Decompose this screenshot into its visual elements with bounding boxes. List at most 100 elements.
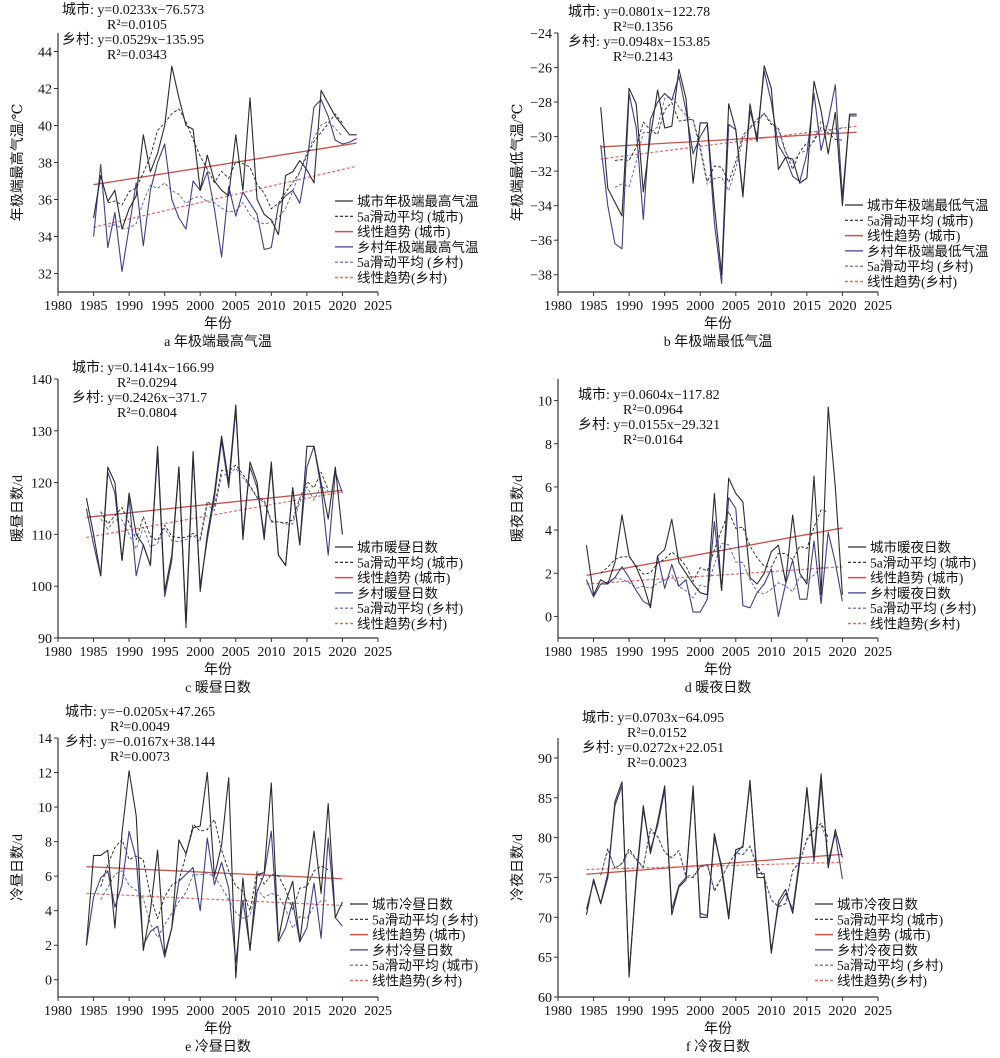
y-tick-label: 42 — [38, 83, 52, 98]
legend-label: 乡村暖昼日数 — [357, 586, 438, 601]
legend-label: 5a滑动平均 (城市) — [837, 911, 943, 927]
r-squared: R²=0.0152 — [627, 726, 687, 741]
series-rural-trend — [86, 892, 343, 907]
series-urban-moving-average — [600, 822, 829, 908]
y-tick-label: 32 — [38, 268, 52, 283]
x-tick-label: 1995 — [151, 645, 179, 660]
panel-caption: c 暖昼日数 — [185, 680, 251, 696]
y-tick-label: 80 — [538, 832, 552, 847]
legend-label: 5a滑动平均 (乡村) — [870, 601, 976, 616]
x-tick-label: 2000 — [686, 645, 714, 660]
legend-label: 乡村年极端最低气温 — [867, 244, 989, 259]
x-tick-label: 1990 — [615, 299, 643, 314]
y-tick-label: −34 — [530, 200, 552, 215]
y-tick-label: 2 — [545, 567, 552, 582]
legend-label: 5a滑动平均 (乡村) — [372, 912, 478, 927]
r-squared: R²=0.0294 — [117, 376, 177, 391]
x-tick-label: 1985 — [80, 645, 108, 660]
equation-label: 乡村: — [568, 34, 600, 50]
x-tick-label: 2005 — [222, 299, 250, 314]
equation-label: 乡村: — [65, 734, 97, 750]
series-rural-trend — [93, 165, 357, 228]
y-tick-label: 8 — [45, 836, 52, 851]
chart-svg: 1980 1985 1990 1995 2000 2005 2010 2015 2020 2025… — [10, 359, 463, 696]
series-rural-trend — [600, 125, 857, 160]
r-squared: R²=0.0804 — [117, 406, 177, 421]
r-squared: R²=0.0964 — [623, 403, 683, 418]
x-tick-label: 2005 — [722, 299, 750, 314]
r-squared: R²=0.0164 — [623, 433, 683, 448]
x-tick-label: 1980 — [544, 299, 572, 314]
x-tick-label: 1990 — [615, 1004, 643, 1019]
legend-label: 5a滑动平均 (城市) — [870, 554, 976, 570]
equation-label: 乡村: — [62, 32, 94, 48]
x-tick-label: 2015 — [793, 645, 821, 660]
y-tick-label: 100 — [31, 580, 52, 595]
series-urban-trend — [600, 131, 857, 148]
series-urban-moving-average — [100, 464, 329, 542]
series-urban-trend — [586, 527, 843, 577]
y-tick-label: −36 — [530, 234, 552, 249]
x-tick-label: 2020 — [828, 1004, 856, 1019]
legend-label: 线性趋势 (城市) — [870, 570, 963, 586]
y-tick-label: 2 — [45, 939, 52, 954]
legend-label: 乡村年极端最高气温 — [357, 239, 479, 255]
x-tick-label: 2025 — [864, 1004, 892, 1019]
x-tick-label: 2020 — [828, 645, 856, 660]
x-tick-label: 2025 — [364, 645, 392, 660]
equation-formula: y=0.0233x−76.573 — [94, 3, 204, 18]
equation-formula: y=0.0703x−64.095 — [614, 711, 724, 726]
x-tick-label: 2005 — [222, 645, 250, 660]
y-tick-label: 6 — [545, 481, 552, 496]
x-tick-label: 1985 — [80, 1004, 108, 1019]
x-tick-label: 1995 — [651, 299, 679, 314]
y-axis-label: 冷夜日数/d — [510, 834, 526, 901]
y-tick-label: −28 — [530, 96, 552, 111]
x-tick-label: 1990 — [615, 645, 643, 660]
regression-equation: 城市: y=0.0604x−117.82 — [578, 386, 720, 403]
r-squared: R²=0.0023 — [627, 756, 687, 771]
x-tick-label: 1990 — [115, 299, 143, 314]
legend-label: 5a滑动平均 (城市) — [357, 554, 463, 570]
y-tick-label: 110 — [32, 528, 52, 543]
y-tick-label: 44 — [38, 46, 52, 61]
x-tick-label: 2015 — [793, 299, 821, 314]
x-axis-label: 年份 — [204, 316, 232, 332]
series-rural-trend — [586, 566, 843, 585]
r-squared: R²=0.0343 — [107, 48, 167, 63]
legend-label: 城市冷昼日数 — [372, 896, 453, 912]
series-rural-line — [85, 830, 343, 964]
y-axis-label: 年极端最高气温/℃ — [9, 104, 26, 222]
regression-equation: 乡村: y=0.0272x+22.051 — [582, 740, 724, 756]
chart-panel-d: 1980 1985 1990 1995 2000 2005 2010 2015 2020 2025… — [500, 355, 1000, 708]
x-axis-label: 年份 — [204, 1021, 232, 1037]
y-tick-label: 10 — [38, 801, 52, 816]
panel-caption: b 年极端最低气温 — [664, 334, 773, 350]
equation-formula: y=0.0272x+22.051 — [614, 741, 724, 756]
x-tick-label: 1980 — [544, 645, 572, 660]
x-tick-label: 2025 — [864, 645, 892, 660]
r-squared: R²=0.0049 — [110, 720, 170, 735]
y-tick-label: 0 — [45, 974, 52, 989]
regression-equation: 乡村: y=0.2426x−371.7 — [72, 390, 207, 406]
regression-equation: 城市: y=0.0233x−76.573 — [62, 1, 204, 18]
chart-panel-e: 1980 1985 1990 1995 2000 2005 2010 2015 2020 2025… — [0, 703, 500, 1058]
x-tick-label: 2005 — [722, 645, 750, 660]
x-tick-label: 1980 — [544, 1004, 572, 1019]
x-tick-label: 2015 — [793, 1004, 821, 1019]
y-tick-label: 4 — [545, 524, 552, 539]
legend-label: 乡村冷昼日数 — [372, 943, 453, 958]
series-urban-line — [600, 65, 857, 276]
y-tick-label: 14 — [38, 732, 52, 747]
y-tick-label: 4 — [45, 905, 52, 920]
x-tick-label: 2015 — [293, 645, 321, 660]
equation-label: 乡村: — [582, 740, 614, 756]
y-tick-label: 90 — [538, 752, 552, 767]
x-tick-label: 2025 — [864, 299, 892, 314]
y-tick-label: −24 — [530, 27, 552, 42]
legend-label: 5a滑动平均 (城市) — [372, 957, 478, 973]
series-urban-line — [585, 406, 843, 609]
series-rural-moving-average — [600, 543, 829, 599]
legend-label: 线性趋势(乡村) — [372, 974, 462, 989]
equation-formula: y=0.0801x−122.78 — [600, 5, 710, 20]
